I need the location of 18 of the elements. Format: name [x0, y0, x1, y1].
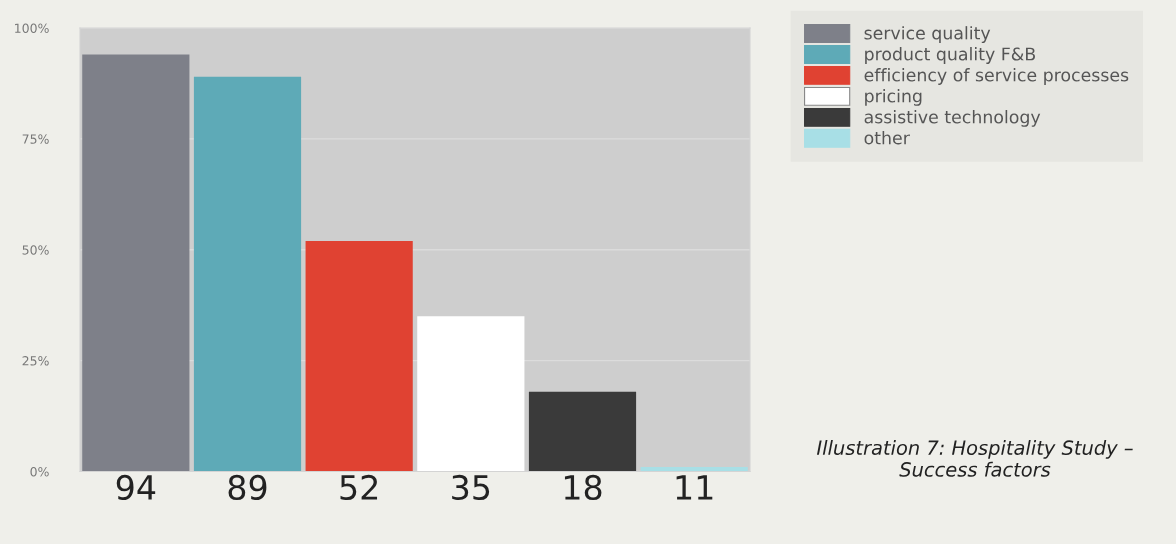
- text: Illustration 7: Hospitality Study – Success factors: [816, 440, 1133, 477]
- legend-label: service quality: [864, 26, 991, 43]
- y-tick-label: 75%: [22, 134, 49, 144]
- x-tick-label: 18: [564, 474, 602, 501]
- x-tick-label: 52: [340, 474, 378, 501]
- y-tick-label: 100%: [15, 23, 49, 33]
- legend-label: efficiency of service processes: [864, 68, 1129, 85]
- x-tick-label: 89: [228, 474, 267, 501]
- y-tick-label: 50%: [22, 245, 49, 255]
- y-tick-label: 25%: [22, 356, 49, 366]
- legend-label: product quality F&B: [865, 47, 1035, 64]
- legend-label: other: [864, 130, 910, 145]
- legend-label: pricing: [865, 89, 922, 106]
- x-tick-label: 11: [676, 475, 713, 500]
- y-tick-label: 0%: [30, 466, 49, 477]
- x-tick-label: 94: [116, 474, 156, 501]
- x-tick-label: 35: [452, 474, 490, 501]
- legend-label: assistive technology: [864, 110, 1041, 127]
